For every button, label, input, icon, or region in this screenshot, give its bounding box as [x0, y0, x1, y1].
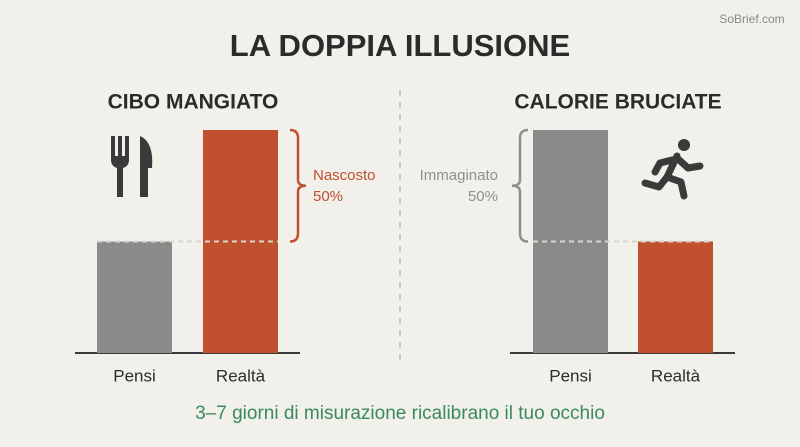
brace: [289, 128, 307, 243]
category-label: Realtà: [216, 366, 266, 385]
bar: [97, 241, 172, 353]
bar: [638, 241, 713, 353]
category-label: Realtà: [651, 366, 701, 385]
annotation-value: 50%: [313, 188, 343, 205]
watermark: SoBrief.com: [719, 12, 784, 26]
runner-icon: [641, 139, 704, 200]
category-label: Pensi: [549, 366, 592, 385]
annotation-text: Immaginato: [420, 167, 498, 184]
category-label: Pensi: [113, 366, 156, 385]
title: LA DOPPIA ILLUSIONE: [230, 28, 570, 63]
annotation-text: Nascosto: [313, 167, 376, 184]
chart-title: CIBO MANGIATO: [108, 91, 279, 114]
footer: 3–7 giorni di misurazione ricalibrano il…: [195, 403, 605, 424]
fork-knife-icon: [111, 136, 153, 197]
brace: [511, 128, 529, 243]
chart-title: CALORIE BRUCIATE: [514, 91, 721, 114]
annotation-value: 50%: [468, 188, 498, 205]
